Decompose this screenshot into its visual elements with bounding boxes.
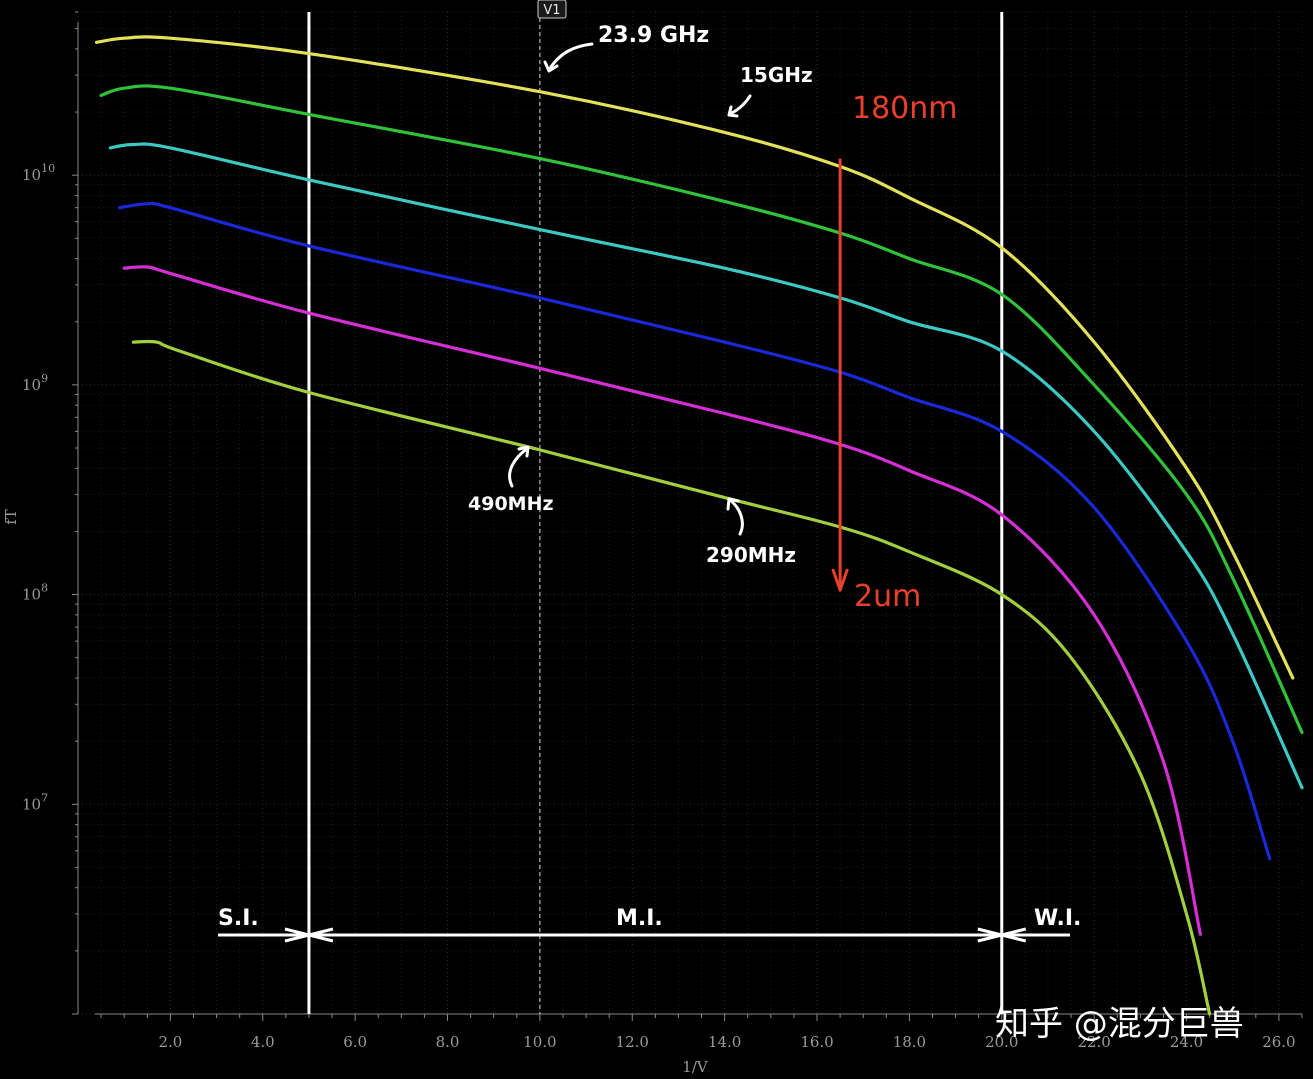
annotation-490mhz-label: 490MHz	[468, 493, 554, 515]
size-arrow-head	[831, 568, 849, 592]
annotation-290mhz-arrowhead	[726, 497, 740, 511]
region-arrowhead	[308, 927, 334, 943]
region-arrowhead	[1001, 927, 1027, 943]
x-tick-label: 18.0	[893, 1033, 926, 1051]
annotation-290mhz-arrow	[728, 498, 744, 536]
series-line	[131, 339, 1212, 1016]
annotation-290mhz: 290MHz	[706, 497, 796, 567]
region-label-mi: M.I.	[616, 906, 663, 931]
v1-marker[interactable]: V1	[537, 0, 567, 19]
annotation-490mhz: 490MHz	[468, 445, 554, 515]
region-label-wi: W.I.	[1034, 906, 1081, 931]
inversion-regions: S.I. M.I. W.I.	[218, 906, 1081, 943]
annotation-290mhz-label: 290MHz	[706, 543, 796, 567]
x-tick-label: 12.0	[616, 1033, 649, 1051]
y-axis-title: fT	[2, 509, 20, 525]
annotation-15ghz: 15GHz	[727, 63, 813, 118]
v1-marker-label: V1	[543, 3, 560, 18]
x-tick-label: 4.0	[251, 1033, 275, 1051]
size-label-180nm: 180nm	[852, 91, 958, 126]
annotation-23-9ghz-arrowhead	[543, 60, 559, 73]
region-label-si: S.I.	[218, 906, 259, 931]
size-label-2um: 2um	[854, 579, 921, 614]
annotation-490mhz-arrowhead	[517, 445, 530, 458]
x-tick-label: 8.0	[436, 1033, 460, 1051]
annotation-23-9ghz-arrow	[547, 42, 594, 72]
annotation-15ghz-label: 15GHz	[740, 63, 813, 87]
x-tick-label: 24.0	[1170, 1033, 1203, 1051]
annotation-15ghz-arrowhead	[727, 105, 739, 118]
axes	[72, 11, 1303, 1021]
x-tick-label: 16.0	[800, 1033, 833, 1051]
series-line	[118, 201, 1272, 861]
series-line	[122, 265, 1202, 936]
x-tick-label: 2.0	[158, 1033, 182, 1051]
annotation-23-9ghz: 23.9 GHz	[543, 23, 709, 73]
x-tick-label: 22.0	[1077, 1033, 1110, 1051]
x-tick-label: 6.0	[343, 1033, 367, 1051]
size-arrow: 180nm 2um	[831, 91, 958, 614]
x-tick-label: 10.0	[523, 1033, 556, 1051]
annotation-490mhz-arrow	[508, 446, 530, 488]
x-tick-label: 20.0	[985, 1033, 1018, 1051]
x-tick-label: 26.0	[1262, 1033, 1295, 1051]
x-tick-labels: 2.0 4.0 6.0 8.0 10.0 12.0 14.0 16.0 18.0 20.0 22.0…	[158, 1033, 1295, 1051]
v1-marker-box	[537, 0, 567, 19]
annotation-15ghz-arrow	[728, 94, 752, 116]
x-axis-title: 1/V	[682, 1058, 709, 1076]
x-tick-label: 14.0	[708, 1033, 741, 1051]
watermark: 知乎 @混分巨兽	[995, 1004, 1244, 1044]
annotation-23-9ghz-label: 23.9 GHz	[598, 23, 709, 48]
